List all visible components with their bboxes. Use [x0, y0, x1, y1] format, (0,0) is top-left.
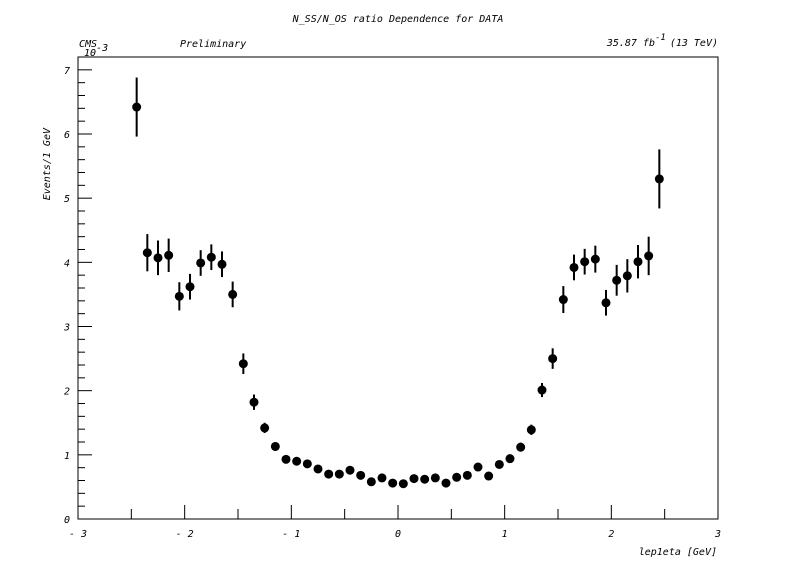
data-point: [164, 250, 174, 260]
data-point: [484, 471, 494, 481]
y-ticks-group: 0 1 2 3 4 5 6 7: [63, 56, 92, 526]
data-point: [516, 442, 526, 452]
data-point: [174, 291, 184, 301]
data-point: [494, 459, 504, 469]
data-point: [388, 478, 398, 488]
data-point: [526, 425, 536, 435]
data-point: [601, 298, 611, 308]
data-point: [260, 423, 270, 433]
data-point: [377, 473, 387, 483]
x-tick-label: 0: [395, 529, 401, 540]
x-tick-label: - 3: [69, 529, 87, 540]
data-point: [238, 359, 248, 369]
data-point: [580, 257, 590, 267]
data-point: [441, 478, 451, 488]
data-point: [132, 102, 142, 112]
data-point: [206, 252, 216, 262]
data-point: [505, 454, 515, 464]
data-point: [292, 456, 302, 466]
data-point: [654, 174, 664, 184]
data-point: [452, 472, 462, 482]
y-exponent-base: 10: [84, 48, 96, 59]
data-point: [334, 469, 344, 479]
data-point: [217, 259, 227, 269]
lumi-exponent: -1: [655, 33, 666, 43]
y-tick-label: 5: [64, 194, 70, 205]
data-point: [153, 253, 163, 263]
y-axis-label: Events/1 GeV: [42, 127, 53, 200]
x-axis-label: lep1eta [GeV]: [639, 547, 717, 558]
data-points-group: [132, 102, 664, 489]
data-point: [249, 397, 259, 407]
x-tick-label: 3: [714, 529, 721, 540]
data-point: [324, 469, 334, 479]
data-point: [612, 275, 622, 285]
y-exponent-label: 10-3: [84, 43, 108, 59]
data-point: [345, 465, 355, 475]
data-point: [398, 479, 408, 489]
data-point: [537, 385, 547, 395]
data-point: [185, 282, 195, 292]
error-bars-group: [135, 77, 661, 487]
y-tick-label: 7: [64, 66, 70, 77]
x-tick-label: 2: [608, 529, 614, 540]
cms-label: CMS: [79, 39, 97, 50]
y-tick-label: 0: [64, 515, 70, 526]
y-tick-label: 2: [64, 387, 70, 398]
data-point: [281, 454, 291, 464]
data-point: [313, 464, 323, 474]
data-point: [633, 257, 643, 267]
data-point: [409, 474, 419, 484]
data-point: [644, 251, 654, 261]
data-point: [430, 473, 440, 483]
data-point: [270, 441, 280, 451]
data-point: [420, 474, 430, 484]
data-point: [569, 262, 579, 272]
data-point: [196, 258, 206, 268]
data-point: [548, 354, 558, 364]
x-tick-label: - 2: [176, 529, 194, 540]
lumi-label: 35.87 fb-1 (13 TeV): [606, 33, 718, 49]
x-tick-label: 1: [502, 529, 508, 540]
data-point: [356, 470, 366, 480]
data-point: [228, 289, 238, 299]
y-exponent-power: -3: [96, 43, 108, 54]
lumi-value: 35.87 fb: [606, 38, 655, 49]
data-point: [590, 254, 600, 264]
x-ticks-group: - 3 - 2 - 1 0 1 2 3: [69, 505, 721, 540]
lumi-energy: (13 TeV): [670, 38, 718, 49]
data-point: [142, 248, 152, 258]
data-point: [473, 462, 483, 472]
plot-frame: [77, 56, 719, 520]
x-tick-label: - 1: [282, 529, 300, 540]
data-point: [622, 271, 632, 281]
y-tick-label: 3: [63, 323, 70, 334]
data-point: [462, 470, 472, 480]
y-tick-label: 4: [64, 258, 70, 269]
data-point: [366, 477, 376, 487]
data-point: [558, 295, 568, 305]
chart-title: N_SS/N_OS ratio Dependence for DATA: [292, 14, 504, 25]
y-tick-label: 6: [64, 130, 70, 141]
y-tick-label: 1: [64, 451, 70, 462]
data-point: [302, 459, 312, 469]
preliminary-label: Preliminary: [180, 39, 246, 50]
